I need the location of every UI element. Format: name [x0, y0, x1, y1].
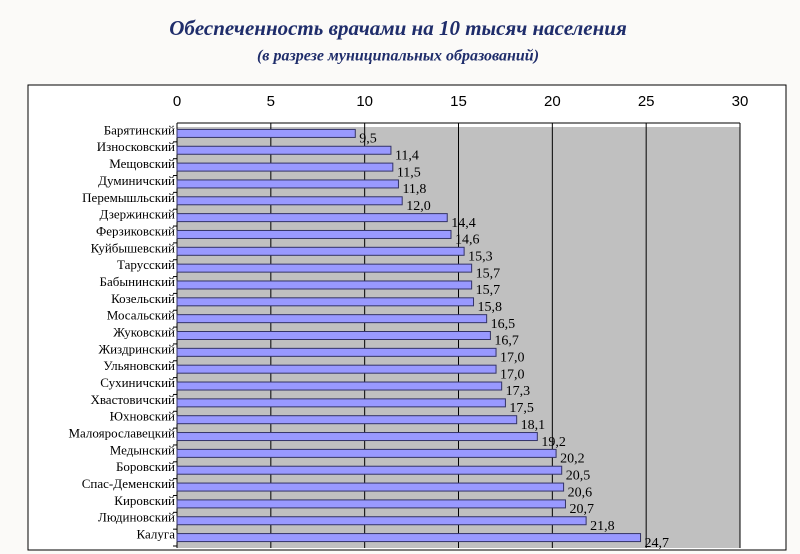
x-tick-label: 5: [267, 93, 275, 110]
y-tick-label: Перемышльский: [82, 190, 175, 205]
bar: [176, 213, 448, 223]
bar: [176, 432, 538, 442]
y-tick-label: Кировский: [114, 493, 175, 508]
x-tick-label: 30: [732, 93, 749, 110]
value-label: 9,5: [359, 132, 377, 147]
value-label: 12,0: [406, 199, 431, 214]
bar: [176, 398, 506, 408]
bar: [176, 331, 491, 340]
bar: [176, 381, 503, 391]
value-label: 20,2: [560, 452, 585, 467]
value-label: 17,3: [506, 384, 531, 399]
bar: [176, 263, 473, 273]
value-label: 19,2: [541, 435, 566, 450]
bar: [176, 280, 473, 290]
y-tick-label: Сухиничский: [100, 375, 175, 390]
bar: [176, 246, 465, 256]
y-tick-label: Ульяновский: [103, 358, 175, 373]
y-tick-label: Малоярославецкий: [68, 426, 175, 441]
x-tick-label: 25: [638, 93, 655, 110]
bar: [176, 179, 399, 189]
x-tick-label: 15: [450, 93, 467, 110]
bar: [176, 128, 356, 138]
x-tick-label: 20: [544, 93, 561, 110]
y-tick-label: Калуга: [137, 527, 176, 542]
y-tick-label: Медынский: [110, 442, 175, 457]
value-label: 11,5: [397, 165, 421, 180]
x-tick-label: 10: [356, 93, 373, 110]
y-tick-label: Хвастовичский: [90, 392, 175, 407]
value-label: 15,3: [468, 250, 493, 265]
y-tick-label: Износковский: [97, 139, 175, 154]
bar: [176, 499, 566, 509]
value-label: 17,0: [500, 367, 525, 382]
value-label: 17,0: [500, 351, 525, 366]
bar: [176, 196, 403, 206]
value-label: 15,7: [476, 266, 501, 281]
chart-subtitle: (в разрезе муниципальных образований): [257, 48, 539, 65]
y-tick-label: Куйбышевский: [91, 240, 175, 255]
value-label: 15,7: [476, 283, 501, 298]
value-label: 20,6: [568, 485, 593, 500]
x-tick-label: 0: [173, 93, 181, 110]
bar: [176, 364, 497, 374]
value-label: 21,8: [590, 519, 615, 534]
bar: [176, 516, 587, 526]
y-tick-label: Юхновский: [110, 409, 175, 424]
y-tick-label: Ферзиковский: [96, 223, 175, 238]
bar: [176, 482, 565, 492]
bar: [176, 448, 557, 458]
y-tick-label: Тарусский: [117, 257, 175, 272]
value-label: 18,1: [521, 418, 546, 433]
bar: [176, 229, 452, 239]
y-tick-label: Спас-Деменский: [82, 476, 175, 491]
y-tick-label: Козельский: [111, 291, 175, 306]
chart-title: Обеспеченность врачами на 10 тысяч насел…: [169, 16, 627, 40]
y-tick-label: Дзержинский: [100, 207, 176, 222]
bar: [176, 314, 488, 324]
y-tick-label: Жиздринский: [98, 341, 175, 356]
value-label: 16,5: [491, 317, 516, 332]
value-label: 17,5: [509, 401, 533, 416]
bar: [176, 162, 394, 172]
bar: [176, 465, 563, 475]
value-label: 20,5: [566, 468, 591, 483]
bar: [176, 297, 475, 307]
value-label: 11,4: [395, 148, 419, 163]
value-label: 15,8: [478, 300, 503, 315]
y-tick-label: Мещовский: [109, 156, 175, 171]
value-label: 14,6: [455, 233, 480, 248]
value-label: 16,7: [494, 334, 519, 349]
bar: [176, 347, 497, 357]
y-tick-label: Думиничский: [98, 173, 175, 188]
value-label: 11,8: [402, 182, 426, 197]
bar: [176, 415, 518, 425]
y-tick-label: Барятинский: [104, 122, 175, 137]
y-tick-label: Боровский: [116, 459, 175, 474]
bar: [176, 533, 642, 543]
bar: [176, 145, 392, 155]
value-label: 20,7: [569, 502, 594, 517]
value-label: 14,4: [451, 216, 476, 231]
y-tick-label: Жуковский: [113, 324, 175, 339]
y-tick-label: Мосальский: [107, 308, 175, 323]
value-label: 24,7: [645, 536, 670, 551]
y-tick-label: Бабынинский: [100, 274, 175, 289]
y-tick-label: Людиновский: [98, 510, 175, 525]
